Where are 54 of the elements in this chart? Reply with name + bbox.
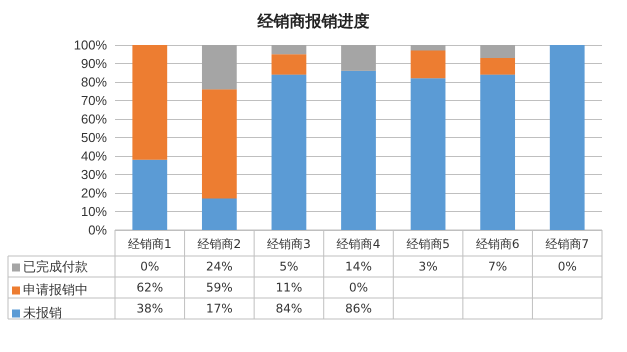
bar: [480, 45, 516, 58]
bar: [202, 89, 237, 199]
y-tick-label: 80%: [80, 74, 108, 90]
bar: [550, 45, 585, 230]
data-label: 17%: [206, 302, 233, 316]
x-tick-label: 经销商1: [128, 237, 172, 251]
y-tick-label: 50%: [80, 130, 108, 145]
bar: [272, 74, 306, 230]
y-tick-label: 30%: [80, 167, 108, 182]
bar: [341, 70, 376, 230]
data-label: 84%: [276, 302, 302, 316]
x-tick-label: 经销商2: [198, 237, 242, 251]
data-label: 0%: [558, 260, 577, 274]
y-tick-label: 40%: [80, 148, 108, 164]
legend-label: 已完成付款: [23, 259, 88, 275]
x-tick-label: 经销商5: [406, 237, 450, 251]
data-label: 14%: [345, 260, 372, 274]
data-label: 7%: [488, 260, 508, 274]
data-label: 0%: [348, 280, 368, 294]
legend-label: 未报销: [23, 306, 62, 321]
chart-title: 经销商报销进度: [256, 12, 370, 30]
bar: [341, 45, 376, 71]
y-tick-label: 10%: [80, 204, 108, 219]
bar: [480, 74, 516, 230]
data-label: 5%: [279, 260, 298, 274]
y-tick-label: 100%: [74, 38, 108, 52]
x-tick-label: 经销商4: [336, 237, 380, 251]
data-label: 38%: [136, 302, 164, 316]
y-tick-label: 70%: [80, 93, 108, 108]
bar: [410, 50, 446, 78]
bar: [410, 45, 446, 51]
data-label: 0%: [140, 260, 160, 274]
x-tick-label: 经销商6: [476, 237, 520, 251]
data-label: 86%: [345, 302, 372, 316]
bar: [132, 160, 168, 230]
data-label: 62%: [136, 280, 164, 294]
data-label: 3%: [418, 260, 438, 274]
bar: [272, 45, 306, 54]
y-tick-label: 90%: [80, 56, 108, 71]
legend-label: 申请报销中: [23, 283, 88, 298]
y-tick-label: 20%: [80, 186, 108, 200]
data-label: 11%: [276, 280, 302, 294]
y-tick-label: 60%: [80, 112, 108, 126]
bar: [202, 198, 237, 230]
x-tick-label: 经销商7: [545, 237, 590, 251]
y-tick-label: 0%: [88, 222, 108, 238]
bar: [410, 78, 446, 230]
bar: [480, 58, 516, 75]
bar: [202, 45, 237, 90]
bar: [132, 45, 168, 160]
bar: [272, 54, 306, 75]
data-label: 24%: [206, 260, 233, 274]
x-tick-label: 经销商3: [267, 237, 311, 251]
data-label: 59%: [206, 280, 233, 294]
